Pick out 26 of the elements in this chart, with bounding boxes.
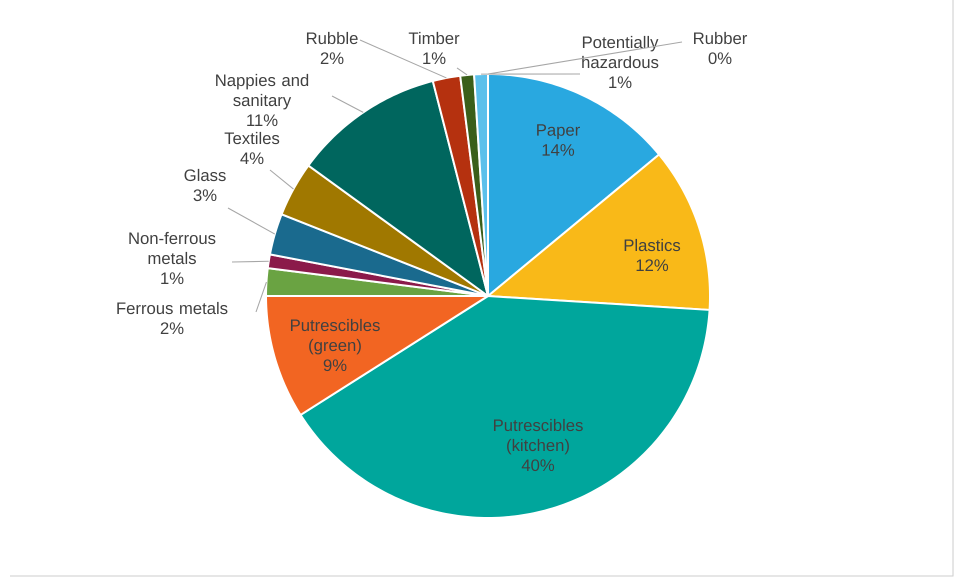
text: 0% [708, 52, 732, 64]
slice-label: Timber [408, 32, 460, 44]
data-label: 2% [320, 52, 344, 64]
slice-label: Glass [184, 168, 226, 182]
slice-label: Nappies and sanitary [216, 74, 308, 110]
data-label: 1% [161, 272, 184, 284]
data-label: 1% [423, 52, 446, 64]
data-label: 40% [522, 459, 554, 472]
slice-label: Paper [537, 124, 580, 140]
data-label: 12% [636, 259, 668, 272]
slice-label: Putrescibles (green) [290, 318, 380, 354]
data-label: 1% [609, 76, 632, 88]
data-label: 14% [542, 144, 574, 156]
data-label: 9% [324, 359, 346, 372]
slice-label: Potentially hazardous [582, 36, 658, 68]
data-label: 4% [240, 152, 264, 164]
slice-label: Non-ferrous metals [129, 232, 216, 264]
slice-label: Ferrous metals [117, 302, 228, 314]
slice-label: Putrescibles (kitchen) [494, 418, 583, 454]
data-label: 11% [247, 114, 278, 126]
category-label: Rubber [694, 32, 748, 44]
slice-label: Textiles [224, 132, 280, 144]
data-label: 2% [160, 322, 184, 334]
slice-label: Rubble [306, 32, 358, 44]
slice-label: Plastics [624, 238, 680, 252]
data-label: 3% [194, 189, 216, 202]
